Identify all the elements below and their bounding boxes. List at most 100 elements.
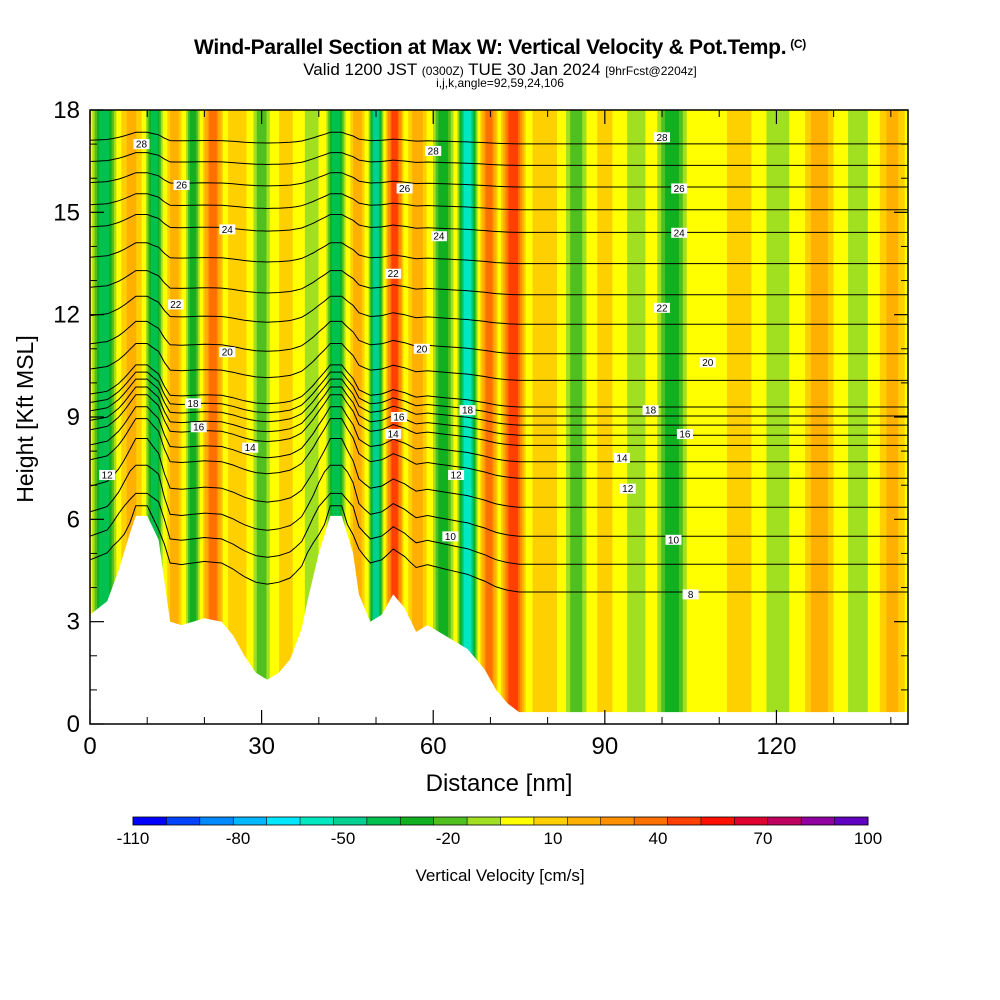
forecast-info: [9hrFcst@2204z] [605, 64, 697, 78]
colorbar-swatch [667, 817, 702, 825]
theta-label-bg [425, 145, 442, 156]
velocity-band [627, 110, 646, 724]
theta-label-bg [665, 534, 682, 545]
valid-time-utc: (0300Z) [421, 64, 464, 78]
theta-label-bg [671, 183, 688, 194]
velocity-band [665, 110, 680, 724]
velocity-band [150, 110, 158, 724]
velocity-band [412, 110, 423, 724]
theta-label-bg [133, 139, 150, 150]
theta-label: 24 [671, 227, 688, 239]
theta-label-text: 22 [170, 300, 182, 311]
theta-label-text: 20 [222, 348, 234, 359]
theta-label-text: 28 [428, 146, 440, 157]
colorbar-tick-label: 70 [754, 829, 773, 848]
theta-label: 16 [190, 422, 207, 434]
theta-label-bg [654, 302, 671, 313]
theta-contour [90, 371, 908, 417]
theta-label: 12 [619, 483, 636, 495]
colorbar-swatch [133, 817, 167, 825]
velocity-band [731, 110, 747, 724]
theta-label-text: 28 [136, 140, 148, 151]
theta-label: 18 [642, 405, 659, 417]
theta-label-text: 18 [645, 406, 657, 417]
theta-label-bg [642, 405, 659, 416]
theta-contour [90, 242, 908, 265]
theta-label: 12 [99, 469, 116, 481]
theta-label: 22 [167, 299, 184, 311]
colorbar-swatch [300, 817, 334, 825]
theta-contour [90, 394, 908, 446]
velocity-band [170, 110, 179, 724]
colorbar-swatch [600, 817, 635, 825]
velocity-band [886, 110, 899, 724]
x-tick-label: 30 [248, 733, 275, 760]
chart-title-text: Wind-Parallel Section at Max W: Vertical… [194, 36, 787, 59]
theta-label-text: 14 [388, 430, 400, 441]
theta-label-text: 22 [388, 269, 400, 280]
theta-label-text: 14 [616, 453, 628, 464]
theta-label-text: 8 [688, 590, 694, 601]
y-tick-label: 12 [53, 302, 80, 329]
theta-label-bg [99, 469, 116, 480]
terrain-mask [90, 515, 908, 724]
theta-label: 20 [219, 347, 236, 359]
chart-subtitle: Valid 1200 JST (0300Z) TUE 30 Jan 2024 [… [0, 60, 1000, 80]
theta-label-bg [682, 589, 699, 600]
theta-label-bg [173, 180, 190, 191]
theta-label-bg [396, 183, 413, 194]
velocity-band [810, 110, 828, 724]
theta-label-text: 12 [102, 470, 114, 481]
x-tick-label: 60 [420, 733, 447, 760]
y-axis-ticks: 0 3 6 9 12 15 18 [53, 97, 908, 738]
theta-label-text: 14 [245, 443, 257, 454]
velocity-band [698, 110, 715, 724]
velocity-band [373, 110, 379, 724]
theta-label: 14 [385, 429, 402, 441]
theta-label-text: 26 [674, 184, 686, 195]
theta-label-bg [671, 227, 688, 238]
x-tick-label: 90 [591, 733, 618, 760]
y-tick-label: 15 [53, 199, 80, 226]
theta-label: 26 [671, 183, 688, 195]
y-tick-label: 18 [53, 97, 80, 124]
theta-label-text: 16 [393, 413, 405, 424]
theta-contour [90, 492, 908, 565]
theta-label-text: 16 [193, 423, 205, 434]
velocity-band [438, 110, 449, 724]
theta-contour [90, 364, 908, 408]
colorbar-swatch [500, 817, 535, 825]
colorbar-swatch [333, 817, 368, 825]
theta-label-bg [442, 531, 459, 542]
theta-contour [90, 386, 908, 436]
colorbar-tick-label: -20 [436, 829, 461, 848]
theta-label: 28 [133, 139, 150, 151]
colorbar-tick-label: -50 [331, 829, 356, 848]
theta-contour [90, 152, 908, 166]
theta-label-bg [242, 442, 259, 453]
theta-label: 18 [459, 405, 476, 417]
theta-contour [90, 438, 908, 508]
theta-contour [90, 378, 908, 426]
x-axis-label: Distance [nm] [426, 770, 573, 797]
theta-label: 28 [654, 132, 671, 144]
theta-label-bg [167, 299, 184, 310]
colorbar-tick-label: -110 [117, 829, 150, 848]
colorbar-label: Vertical Velocity [cm/s] [415, 866, 584, 885]
colorbar-swatch [767, 817, 802, 825]
theta-label-text: 22 [656, 303, 668, 314]
theta-label: 10 [665, 534, 682, 546]
colorbar-swatch [801, 817, 836, 825]
velocity-band [126, 110, 137, 724]
colorbar-swatch [533, 817, 568, 825]
x-tick-label: 0 [83, 733, 96, 760]
valid-date: TUE 30 Jan 2024 [468, 60, 601, 79]
velocity-band [99, 110, 110, 724]
theta-label-text: 10 [668, 535, 680, 546]
colorbar-swatch [834, 817, 869, 825]
y-tick-label: 9 [67, 404, 80, 431]
velocity-band [570, 110, 583, 724]
colorbar-swatch [700, 817, 735, 825]
theta-label-text: 16 [679, 430, 691, 441]
theta-label: 22 [385, 268, 402, 280]
